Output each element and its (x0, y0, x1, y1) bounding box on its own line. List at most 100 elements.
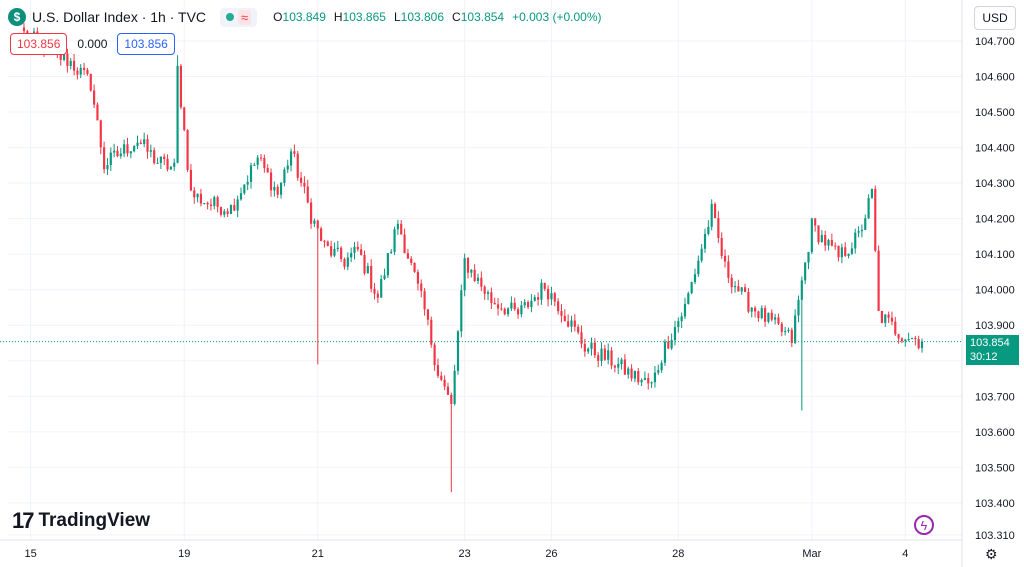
candle-body (533, 297, 536, 301)
candle-body (764, 308, 767, 322)
candle-body (69, 60, 72, 67)
candle-body (890, 317, 894, 322)
candle-body (777, 317, 780, 324)
candle-body (266, 168, 269, 173)
candle-body (550, 293, 553, 300)
market-status-badge[interactable]: ≈ (220, 7, 258, 27)
candle-body (106, 165, 109, 170)
candle-body (537, 297, 540, 300)
candle-body (310, 202, 313, 224)
candle-body (807, 252, 810, 263)
candle-body (320, 228, 323, 241)
candle-body (226, 211, 229, 214)
tradingview-logo-text: TradingView (38, 510, 151, 531)
candle-body (627, 368, 630, 375)
candle-body (560, 311, 563, 316)
candle-body (867, 198, 870, 219)
candle-body (189, 169, 192, 191)
candle-body (72, 60, 76, 71)
candle-body (770, 312, 773, 320)
candle-body (249, 165, 253, 182)
candle-body (683, 303, 687, 317)
candle-body (330, 246, 333, 256)
candle-body (784, 331, 787, 333)
candle-body (767, 312, 770, 322)
candle-body (466, 258, 470, 273)
candle-body (493, 302, 496, 305)
candle-body (717, 218, 720, 238)
sell-button[interactable]: 103.856 (10, 33, 68, 55)
lightning-icon[interactable]: ϟ (914, 515, 934, 535)
price-axis[interactable]: 104.700 104.600 104.500 104.400 104.300 104.2… (961, 0, 1015, 567)
candle-body (403, 234, 406, 254)
candle-body (179, 65, 182, 108)
candle-body (336, 247, 339, 249)
candle-body (620, 359, 623, 365)
candle-body (103, 147, 106, 170)
candle-body (844, 247, 847, 256)
change-value: +0.003 (+0.00%) (512, 10, 602, 24)
candle-body (663, 341, 667, 363)
candle-body (817, 225, 820, 243)
candle-body (720, 237, 723, 256)
candle-body (176, 65, 179, 163)
candle-body (246, 181, 249, 185)
candle-body (416, 271, 420, 284)
x-tick-label: 15 (25, 548, 37, 560)
candle-body (516, 309, 520, 315)
x-tick-label: 21 (312, 548, 324, 560)
candle-body (269, 172, 273, 191)
tradingview-mark-icon: 17 (12, 508, 35, 533)
candle-body (850, 248, 853, 254)
tradingview-logo[interactable]: 17 TradingView (12, 508, 150, 534)
candle-body (526, 302, 530, 308)
buy-button[interactable]: 103.856 (117, 33, 175, 55)
candle-body (917, 339, 920, 349)
candle-body (89, 73, 92, 91)
candle-body (633, 371, 636, 379)
candle-body (376, 293, 379, 298)
candle-body (660, 362, 663, 371)
candle-body (677, 321, 680, 328)
candle-body (707, 226, 710, 234)
candle-body (236, 199, 239, 211)
time-axis[interactable]: 15 19 21 23 26 28 Mar 4 (0, 539, 962, 560)
y-tick-label: 104.200 (975, 214, 1015, 226)
candle-body (597, 355, 600, 361)
candle-body (733, 286, 737, 288)
candle-body (490, 292, 493, 303)
candle-body (780, 323, 783, 333)
candle-body (476, 277, 480, 282)
candle-body (553, 293, 556, 302)
candle-body (754, 307, 757, 312)
candle-body (440, 375, 443, 380)
candle-body (743, 287, 747, 292)
candle-body (59, 50, 62, 60)
candle-body (617, 364, 620, 368)
candle-body (723, 255, 727, 262)
candle-body (243, 184, 246, 194)
y-tick-label: 103.700 (975, 391, 1015, 403)
bar-countdown: 30:12 (970, 351, 998, 363)
candle-body (203, 202, 206, 204)
candle-body (603, 348, 606, 360)
candle-body (146, 139, 149, 152)
candle-body (790, 329, 793, 343)
candle-body (563, 315, 566, 322)
symbol-title[interactable]: U.S. Dollar Index · 1h · TVC (32, 9, 207, 25)
candle-body (113, 150, 116, 153)
settings-gear-icon[interactable]: ⚙ (985, 546, 998, 562)
candle-body (824, 234, 827, 246)
currency-selector[interactable]: USD (974, 6, 1016, 30)
y-tick-label: 104.000 (975, 285, 1015, 297)
candle-body (433, 344, 436, 366)
candle-body (256, 157, 259, 165)
candle-body (774, 317, 777, 320)
candle-body (570, 320, 573, 327)
candle-body (426, 309, 430, 320)
chart-grid (8, 0, 962, 540)
candle-body (920, 341, 924, 349)
candle-body (520, 305, 523, 315)
candle-body (96, 104, 99, 121)
